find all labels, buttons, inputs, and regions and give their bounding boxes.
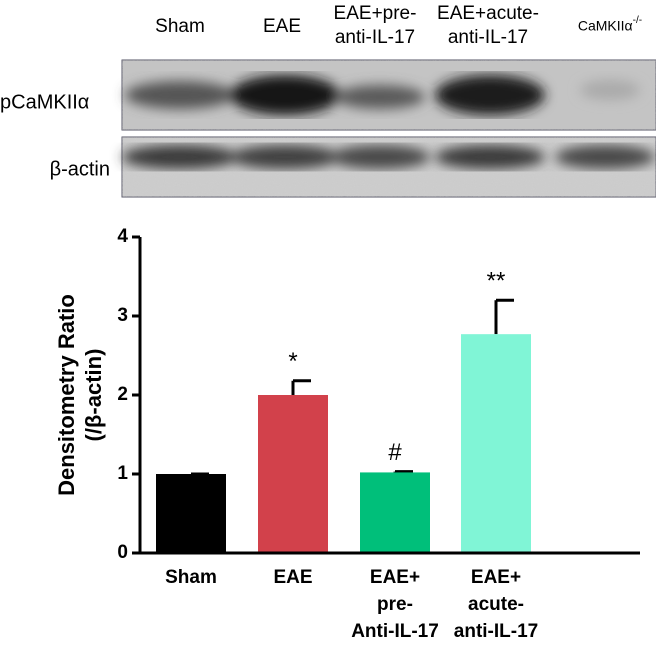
lane-label: EAE+pre- (334, 3, 417, 24)
row-label: β-actin (50, 158, 110, 180)
y-tick-label: 4 (117, 226, 128, 247)
lane-label-sup: -/- (633, 15, 642, 26)
bar (156, 474, 226, 553)
x-tick-label: Sham (165, 567, 217, 588)
x-tick-label: Anti-IL-17 (351, 621, 439, 642)
lane-label: anti-IL-17 (448, 27, 528, 48)
y-tick-label: 3 (117, 305, 128, 326)
bar (360, 472, 430, 553)
bar (461, 334, 531, 553)
lane-label: CaMKIIα-/- (578, 15, 642, 34)
blot-bands (122, 145, 655, 169)
lane-label: EAE+acute- (437, 3, 539, 24)
bar (258, 395, 328, 553)
lane-label: EAE (263, 16, 301, 37)
lane-label: anti-IL-17 (335, 27, 415, 48)
lane-label: Sham (155, 16, 205, 37)
y-tick-label: 1 (117, 463, 128, 484)
x-tick-label: pre- (377, 594, 413, 615)
x-tick-label: EAE (273, 567, 312, 588)
x-tick-label: acute- (468, 594, 524, 615)
blot-bands (125, 75, 640, 115)
significance-label: ** (487, 268, 506, 295)
y-tick-label: 2 (117, 384, 128, 405)
row-label: pCaMKIIα (0, 91, 89, 113)
significance-label: # (388, 439, 402, 466)
x-tick-label: EAE+ (370, 567, 420, 588)
y-tick-label: 0 (117, 542, 128, 563)
x-tick-label: EAE+ (471, 567, 521, 588)
y-axis-label: (/β-actin) (81, 349, 106, 442)
blot-images (121, 59, 656, 198)
x-tick-label: anti-IL-17 (454, 621, 538, 642)
significance-label: * (288, 348, 297, 375)
y-axis-label: Densitometry Ratio (54, 294, 79, 496)
